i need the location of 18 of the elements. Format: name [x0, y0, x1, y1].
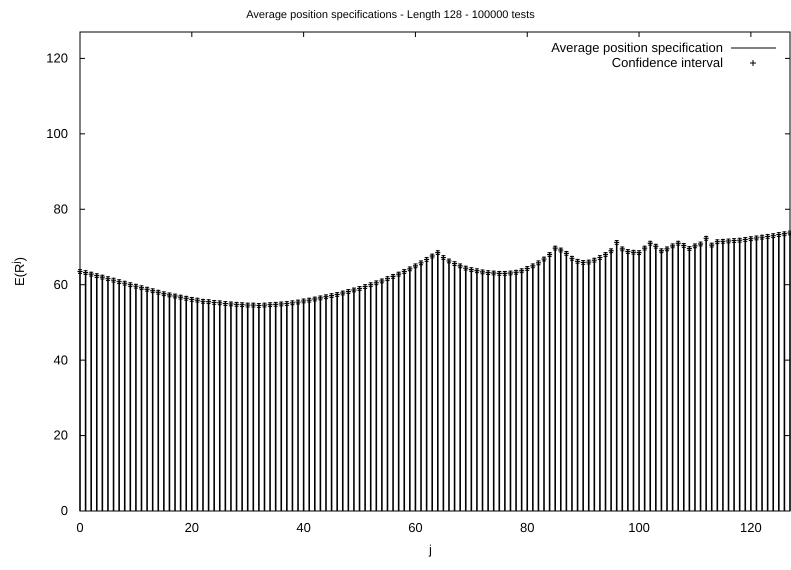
- y-tick-label: 20: [54, 428, 68, 443]
- legend-label: Confidence interval: [612, 55, 724, 70]
- chart-title: Average position specifications - Length 128 - 100000 tests: [246, 9, 536, 21]
- y-tick-label: 0: [60, 503, 68, 518]
- y-tick-label: 120: [46, 50, 68, 66]
- x-tick-label: 40: [296, 520, 311, 536]
- x-axis-title: j: [428, 542, 432, 557]
- x-tick-label: 100: [628, 520, 650, 536]
- x-tick-label: 60: [408, 520, 423, 536]
- x-tick-label: 80: [520, 520, 534, 536]
- x-tick-label: 120: [740, 520, 762, 536]
- y-tick-label: 80: [54, 201, 68, 216]
- x-tick-label: 0: [76, 520, 84, 536]
- y-tick-label: 40: [54, 352, 68, 368]
- legend-label: Average position specification: [551, 40, 723, 55]
- x-tick-label: 20: [184, 520, 200, 536]
- y-tick-label: 100: [46, 126, 68, 141]
- y-tick-label: 60: [54, 276, 68, 292]
